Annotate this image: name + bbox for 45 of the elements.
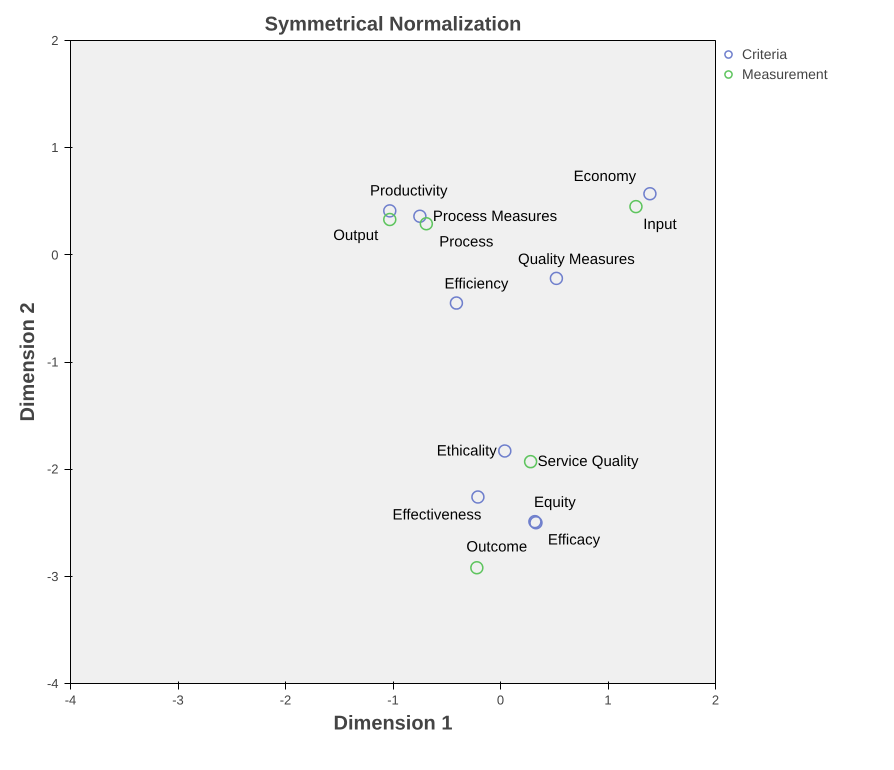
annotation: Economy: [574, 168, 637, 186]
y-tick-label: 0: [51, 247, 59, 262]
point: [471, 490, 485, 504]
annotation: Outcome: [466, 538, 528, 556]
x-tick-label: -3: [172, 692, 184, 708]
y-axis-title: Dimension 2: [16, 302, 39, 422]
point: [413, 210, 427, 223]
point: [470, 561, 484, 574]
point: [629, 200, 643, 214]
x-tick-label: -4: [64, 692, 76, 708]
annotation: Output: [333, 226, 380, 244]
chart-title: Symmetrical Normalization: [264, 14, 522, 36]
point: [643, 187, 657, 200]
annotation: Equity: [534, 494, 576, 512]
x-tick-label: -2: [280, 692, 292, 708]
point: [450, 296, 464, 310]
legend-label: Measurement: [742, 66, 828, 82]
annotation: Productivity: [370, 182, 448, 200]
point: [383, 212, 397, 226]
annotation: Efficiency: [444, 276, 509, 293]
x-tick-label: 0: [496, 692, 504, 708]
annotation: Ethicality: [436, 442, 498, 460]
x-axis-title: Dimension 1: [334, 712, 452, 734]
point: [524, 454, 538, 468]
annotation: Process Measures: [432, 208, 558, 225]
x-tick-label: 1: [604, 692, 612, 708]
x-tick-label: -1: [387, 692, 399, 708]
y-tick-label: -4: [46, 676, 59, 691]
y-tick-label: 1: [51, 140, 59, 156]
y-tick-label: -3: [46, 568, 59, 584]
annotation: Quality Measures: [518, 250, 635, 268]
legend-label: Criteria: [742, 46, 788, 62]
y-tick-label: -2: [46, 462, 59, 477]
y-tick-label: 2: [51, 33, 59, 48]
annotation: Input: [643, 216, 678, 234]
annotation: Process: [439, 233, 494, 250]
y-tick-label: -1: [46, 354, 59, 370]
annotation: Efficacy: [548, 531, 601, 548]
annotation: Effectiveness: [392, 506, 482, 524]
x-tick-label: 2: [712, 692, 720, 708]
point: [550, 272, 564, 286]
point: [383, 204, 397, 218]
point: [498, 444, 512, 458]
point: [420, 217, 434, 230]
annotation: Service Quality: [538, 453, 639, 470]
